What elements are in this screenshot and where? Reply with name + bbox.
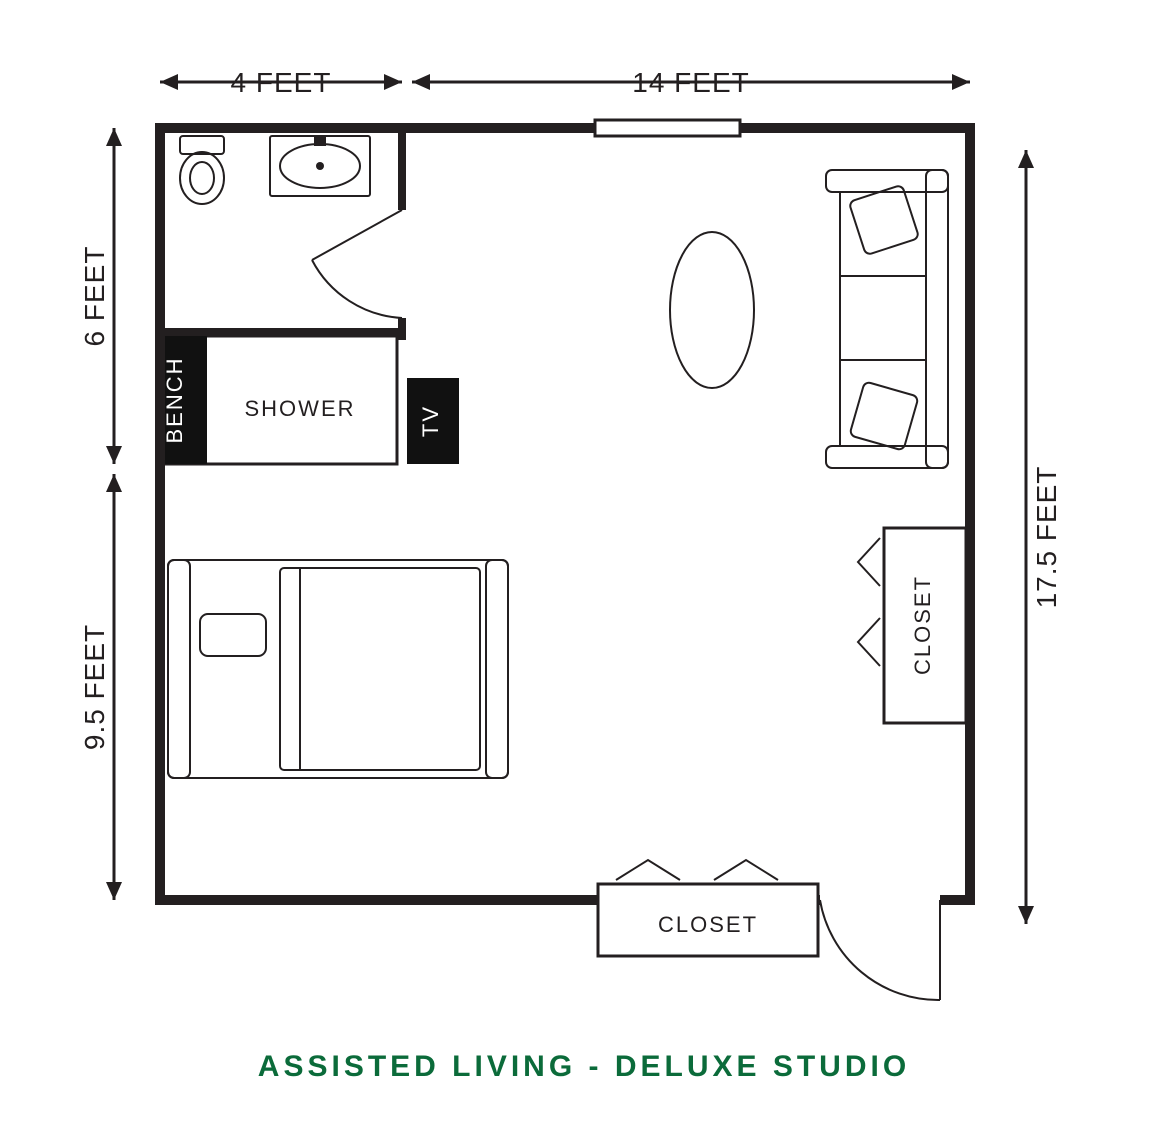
bench-label: BENCH xyxy=(162,356,187,443)
closet-right: CLOSET xyxy=(858,528,966,723)
dim-left-upper-label: 6 FEET xyxy=(79,246,110,347)
dim-top-right: 14 FEET xyxy=(412,67,970,98)
closet-right-label: CLOSET xyxy=(910,575,935,675)
tv: TV xyxy=(407,378,459,464)
dim-top-left-label: 4 FEET xyxy=(231,67,332,98)
dim-right: 17.5 FEET xyxy=(1018,150,1062,924)
toilet-icon xyxy=(180,136,224,204)
outer-walls xyxy=(155,120,975,905)
sofa-icon xyxy=(826,170,948,468)
tv-label: TV xyxy=(418,405,443,437)
floorplan-title: ASSISTED LIVING - DELUXE STUDIO xyxy=(258,1050,910,1083)
dim-top-left: 4 FEET xyxy=(160,67,402,98)
shower: BENCH SHOWER xyxy=(162,336,397,464)
dim-left-lower: 9.5 FEET xyxy=(79,474,122,900)
shower-label: SHOWER xyxy=(245,396,356,421)
entry-door xyxy=(820,900,940,1000)
closet-bottom-label: CLOSET xyxy=(658,912,758,937)
sink-icon xyxy=(270,136,370,196)
closet-bottom: CLOSET xyxy=(598,860,818,956)
coffee-table-icon xyxy=(670,232,754,388)
dim-top-right-label: 14 FEET xyxy=(632,67,749,98)
dim-right-label: 17.5 FEET xyxy=(1031,466,1062,609)
bed-icon xyxy=(168,560,508,778)
dim-left-lower-label: 9.5 FEET xyxy=(79,624,110,750)
dim-left-upper: 6 FEET xyxy=(79,128,122,464)
